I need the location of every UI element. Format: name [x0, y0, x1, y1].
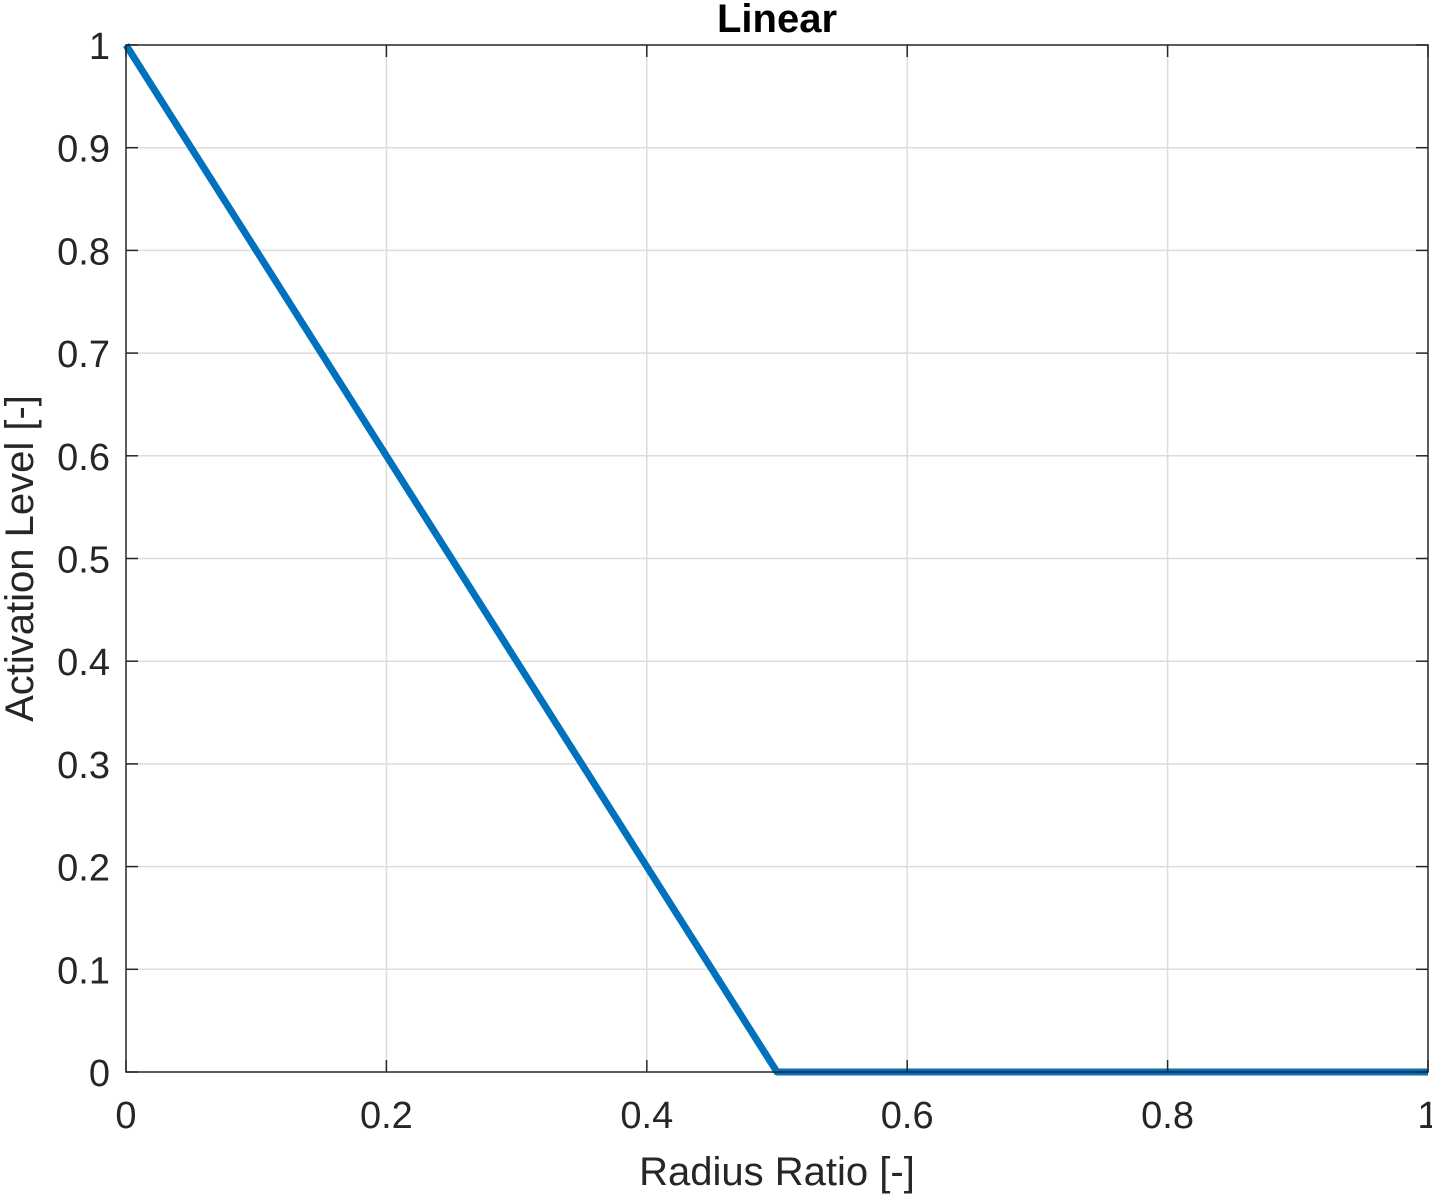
- y-tick-label: 0.6: [57, 437, 110, 479]
- tick-marks: [125, 44, 1429, 1073]
- y-tick-labels: 0 0.1 0.2 0.3 0.4 0.5 0.6 0.7 0.8 0.9 1: [57, 26, 110, 1095]
- y-tick-label: 0.8: [57, 231, 110, 273]
- y-tick-label: 1: [89, 26, 110, 68]
- x-tick-label: 0: [115, 1095, 136, 1137]
- y-tick-label: 0: [89, 1053, 110, 1095]
- chart-title: Linear: [717, 0, 837, 41]
- x-axis-title: Radius Ratio [-]: [639, 1150, 915, 1194]
- y-tick-label: 0.5: [57, 540, 110, 582]
- y-tick-label: 0.9: [57, 129, 110, 171]
- y-axis-title: Activation Level [-]: [0, 395, 42, 722]
- y-tick-label: 0.3: [57, 745, 110, 787]
- y-tick-label: 0.4: [57, 642, 110, 684]
- y-tick-label: 0.1: [57, 950, 110, 992]
- y-tick-label: 0.2: [57, 848, 110, 890]
- x-tick-label: 1: [1417, 1095, 1432, 1137]
- x-tick-label: 0.2: [360, 1095, 413, 1137]
- grid-lines: [126, 45, 1428, 1072]
- y-tick-label: 0.7: [57, 334, 110, 376]
- x-tick-labels: 0 0.2 0.4 0.6 0.8 1: [115, 1095, 1432, 1137]
- x-tick-label: 0.6: [881, 1095, 934, 1137]
- x-tick-label: 0.8: [1141, 1095, 1194, 1137]
- x-tick-label: 0.4: [620, 1095, 673, 1137]
